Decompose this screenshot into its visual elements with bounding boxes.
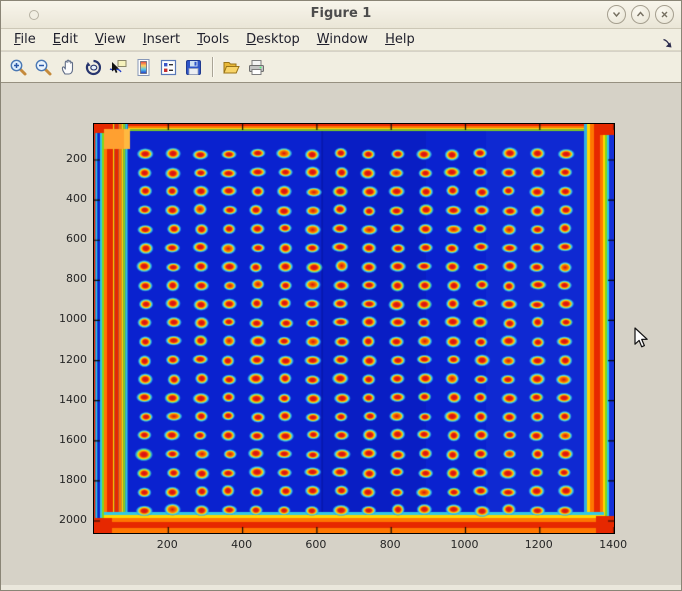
x-tick-label: 800 <box>380 538 401 552</box>
zoom-out-icon <box>34 58 53 77</box>
rotate-3d-button[interactable] <box>83 57 103 77</box>
y-tick-label: 800 <box>41 272 87 286</box>
x-tick-label: 600 <box>305 538 326 552</box>
menu-edit[interactable]: Edit <box>53 32 78 47</box>
insert-colorbar-button[interactable] <box>133 57 153 77</box>
y-tick-label: 2000 <box>41 513 87 527</box>
pan-button[interactable] <box>58 57 78 77</box>
titlebar: Figure 1 <box>1 1 681 29</box>
y-tick-label: 1400 <box>41 393 87 407</box>
chevron-down-icon <box>611 9 622 20</box>
y-tick-label: 1000 <box>41 312 87 326</box>
x-tick-label: 1400 <box>599 538 627 552</box>
menu-window[interactable]: Window <box>317 32 368 47</box>
rotate-3d-icon <box>84 58 103 77</box>
menu-desktop[interactable]: Desktop <box>246 32 300 47</box>
x-tick-label: 1000 <box>451 538 479 552</box>
open-folder-icon <box>222 58 241 77</box>
y-tick-label: 200 <box>41 152 87 166</box>
data-cursor-icon <box>109 58 128 77</box>
zoom-in-icon <box>9 58 28 77</box>
print-figure-button[interactable] <box>246 57 266 77</box>
zoom-in-button[interactable] <box>8 57 28 77</box>
chevron-up-icon <box>635 9 646 20</box>
figure-content-area: 200 400 600 800 1000 1200 1400 200 400 600 800 1000… <box>1 84 681 590</box>
y-tick-label: 600 <box>41 232 87 246</box>
close-button[interactable] <box>655 5 674 24</box>
colorbar-icon <box>134 58 153 77</box>
mouse-cursor-icon <box>634 327 650 353</box>
window-bottom-edge <box>1 585 681 590</box>
dock-figure-icon[interactable] <box>661 34 673 46</box>
legend-icon <box>159 58 178 77</box>
menu-help[interactable]: Help <box>385 32 415 47</box>
menu-tools[interactable]: Tools <box>197 32 229 47</box>
minimize-button[interactable] <box>607 5 626 24</box>
printer-icon <box>247 58 266 77</box>
menu-view[interactable]: View <box>95 32 126 47</box>
figure-window: Figure 1 File Edit View Insert <box>0 0 682 591</box>
zoom-out-button[interactable] <box>33 57 53 77</box>
window-title: Figure 1 <box>1 6 681 21</box>
hand-icon <box>59 58 78 77</box>
insert-legend-button[interactable] <box>158 57 178 77</box>
close-icon <box>659 9 670 20</box>
menu-file[interactable]: File <box>14 32 36 47</box>
y-tick-label: 1200 <box>41 353 87 367</box>
open-file-button[interactable] <box>221 57 241 77</box>
x-tick-label: 200 <box>157 538 178 552</box>
save-figure-button[interactable] <box>183 57 203 77</box>
x-tick-label: 1200 <box>525 538 553 552</box>
heatmap-image[interactable] <box>94 124 614 533</box>
x-tick-label: 400 <box>231 538 252 552</box>
save-icon <box>184 58 203 77</box>
menubar: File Edit View Insert Tools Desktop Wind… <box>1 29 681 51</box>
y-tick-label: 400 <box>41 192 87 206</box>
window-controls <box>607 5 674 24</box>
maximize-button[interactable] <box>631 5 650 24</box>
menu-insert[interactable]: Insert <box>143 32 180 47</box>
y-tick-label: 1600 <box>41 433 87 447</box>
figure-toolbar <box>1 52 681 83</box>
data-cursor-button[interactable] <box>108 57 128 77</box>
y-tick-label: 1800 <box>41 473 87 487</box>
plot-axes <box>93 123 615 534</box>
toolbar-separator <box>212 57 214 77</box>
